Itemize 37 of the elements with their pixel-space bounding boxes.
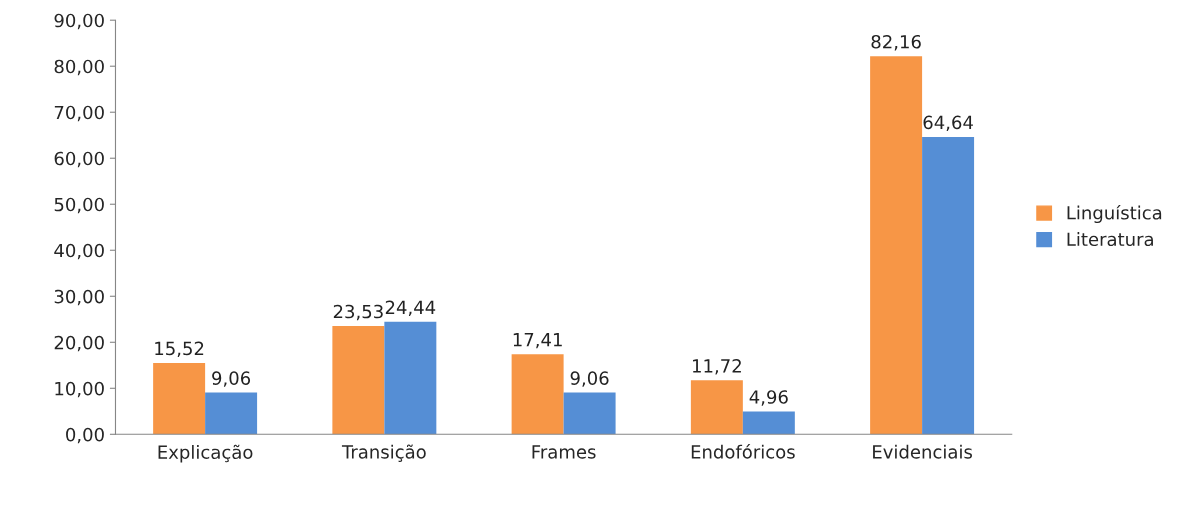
bar: [922, 136, 975, 435]
data-label: 64,64: [923, 115, 973, 132]
bar: [153, 362, 206, 435]
bar: [332, 326, 385, 435]
y-tick-label: 60,00: [54, 151, 104, 168]
bar: [870, 56, 923, 435]
data-label: 11,72: [693, 359, 741, 375]
y-tick-label: 20,00: [54, 335, 104, 352]
bar: [205, 392, 258, 435]
data-label: 82,16: [871, 34, 921, 51]
y-tick-label: 90,00: [54, 13, 104, 30]
y-tick-label: 0,00: [66, 427, 104, 444]
data-label: 4,96: [749, 390, 788, 406]
data-label: 9,06: [570, 371, 609, 387]
bar: [384, 321, 437, 435]
data-label: 15,52: [155, 341, 204, 358]
legend-label: Literatura: [1067, 232, 1153, 247]
legend-label: Linguística: [1067, 204, 1162, 224]
y-tick-label: 80,00: [54, 59, 104, 76]
x-tick-label: Evidenciais: [873, 444, 972, 459]
x-tick-label: Endofóricos: [691, 443, 795, 459]
bar: [511, 354, 564, 435]
bar: [690, 380, 743, 435]
x-tick-label: Frames: [532, 445, 596, 459]
data-label: 23,53: [333, 304, 383, 321]
bar: [742, 411, 795, 435]
data-label: 24,44: [385, 300, 436, 317]
y-tick-label: 10,00: [55, 381, 104, 398]
y-tick-label: 50,00: [54, 197, 104, 214]
x-tick-label: Transição: [341, 444, 426, 462]
bar: [563, 392, 616, 435]
data-label: 9,06: [212, 371, 251, 387]
x-tick-label: Explicação: [158, 444, 253, 463]
y-tick-label: 30,00: [54, 289, 104, 306]
y-tick-label: 40,00: [54, 243, 104, 260]
y-tick-label: 70,00: [54, 105, 104, 122]
data-label: 17,41: [513, 333, 562, 349]
